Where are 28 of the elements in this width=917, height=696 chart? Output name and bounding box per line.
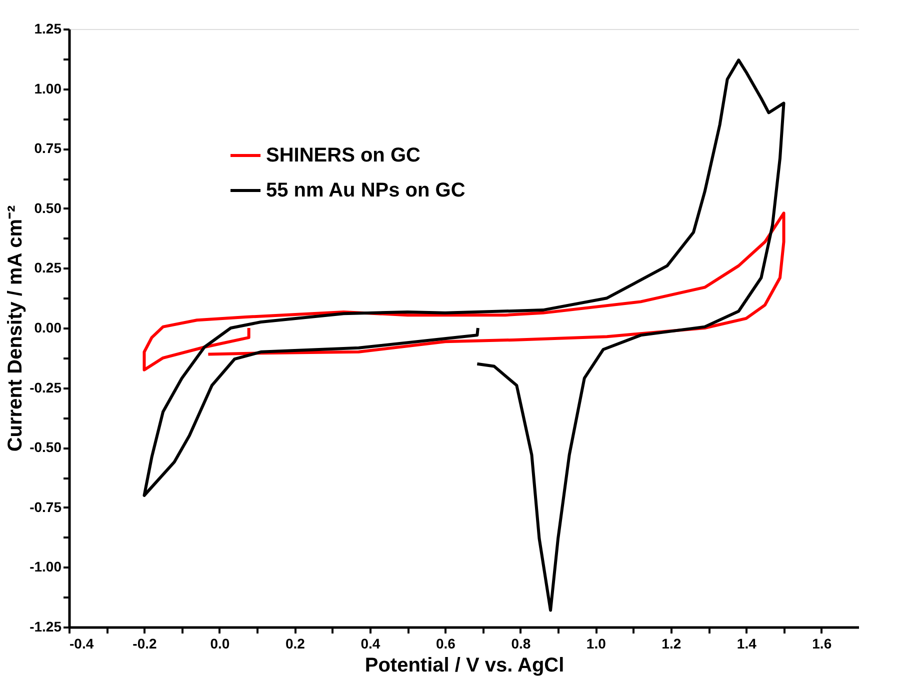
x-tick-label: 1.6	[812, 636, 832, 652]
y-tick-label: 0.50	[34, 200, 62, 216]
y-tick-label: 1.00	[34, 80, 62, 96]
y-tick-label: -1.00	[30, 558, 62, 575]
legend-label: SHINERS on GC	[266, 144, 420, 166]
y-tick-label: 0.75	[34, 140, 62, 156]
line-series	[142, 58, 786, 612]
x-tick-label: 0.6	[436, 636, 456, 652]
x-tick-label: 1.2	[662, 636, 682, 652]
x-tick-label: 0.2	[285, 636, 306, 652]
y-tick-label: -1.25	[30, 618, 62, 634]
y-tick-label: 0.25	[34, 260, 62, 276]
x-tick-label: -0.2	[132, 636, 158, 652]
line-series	[142, 212, 786, 372]
x-tick-label: 1.4	[736, 636, 757, 652]
x-tick-label: 1.0	[586, 636, 606, 652]
x-tick-label: -0.4	[70, 636, 94, 652]
y-tick-label: -0.50	[30, 439, 62, 456]
y-tick-label: -0.25	[30, 379, 62, 396]
y-tick-label: 0.00	[34, 320, 62, 336]
x-axis-title: Potential / V vs. AgCl	[364, 654, 564, 676]
y-axis-title: Current Density / mA cm⁻²	[4, 205, 27, 452]
x-tick-label: 0.0	[210, 636, 230, 652]
x-tick-label: 0.4	[360, 636, 380, 652]
x-tick-label: 0.8	[511, 636, 531, 652]
y-tick-label: -0.75	[30, 498, 62, 515]
legend-label: 55 nm Au NPs on GC	[266, 180, 466, 202]
y-tick-label: 1.25	[34, 20, 62, 36]
